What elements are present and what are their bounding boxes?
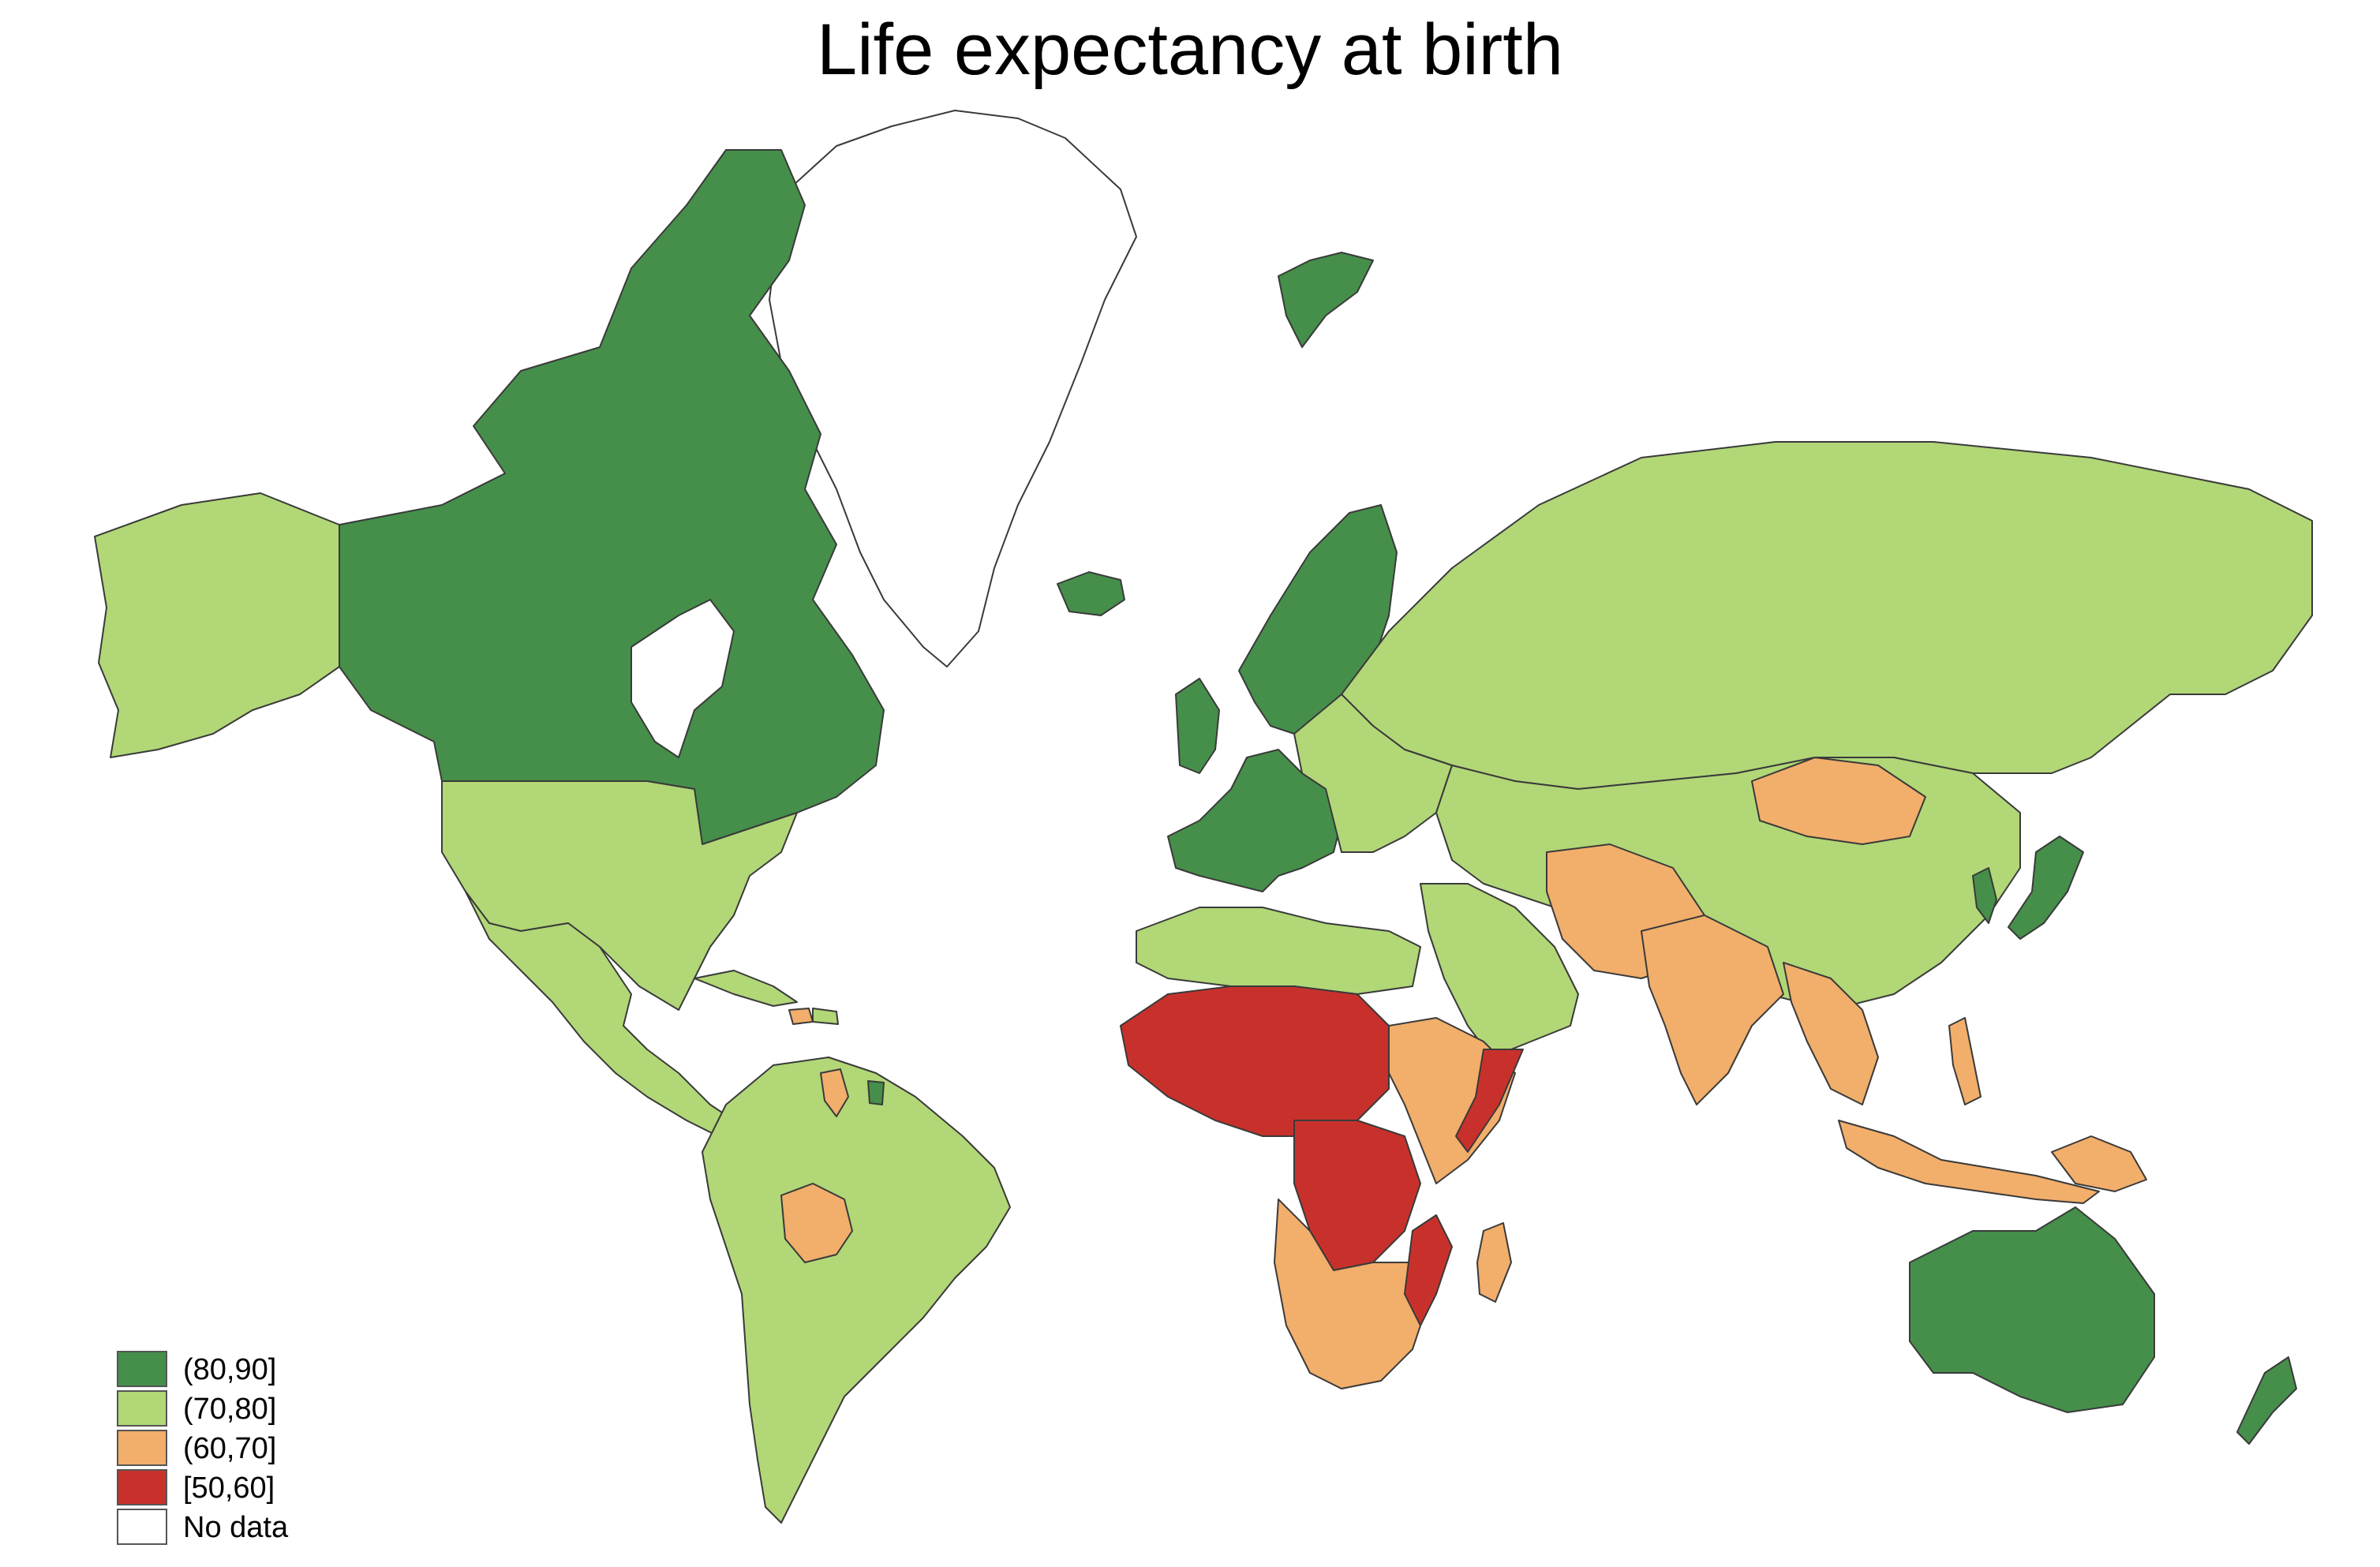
- region-uk: [1175, 678, 1220, 774]
- legend-swatch: [117, 1430, 167, 1466]
- legend-swatch: [117, 1469, 167, 1505]
- region-cuba: [694, 970, 798, 1007]
- region-bolivia: [780, 1183, 853, 1263]
- region-australia: [1909, 1206, 2155, 1413]
- region-somalia: [1455, 1049, 1524, 1153]
- region-south-america: [702, 1057, 1011, 1524]
- region-philippines: [1948, 1017, 1981, 1105]
- region-japan: [2008, 836, 2084, 940]
- legend-swatch: [117, 1390, 167, 1427]
- region-mongolia: [1751, 757, 1926, 845]
- region-indonesia: [1838, 1120, 2100, 1204]
- legend-label: No data: [183, 1511, 289, 1544]
- region-hudson-bay: [631, 599, 735, 758]
- region-new-zealand: [2236, 1356, 2297, 1445]
- region-north-africa: [1136, 907, 1421, 995]
- legend-label: (70,80]: [183, 1393, 277, 1426]
- region-alaska: [94, 492, 340, 758]
- region-svalbard: [1278, 252, 1374, 348]
- legend-swatch: [117, 1351, 167, 1387]
- region-guyana: [820, 1068, 849, 1117]
- region-russia: [1341, 441, 2313, 790]
- region-papua: [2051, 1135, 2147, 1192]
- region-west-africa: [1120, 985, 1390, 1137]
- legend-label: (60,70]: [183, 1432, 277, 1465]
- region-iceland: [1057, 571, 1125, 616]
- region-haiti: [788, 1008, 814, 1025]
- region-southern-africa: [1274, 1199, 1429, 1389]
- legend-swatch: [117, 1509, 167, 1545]
- legend-label: (80,90]: [183, 1353, 277, 1386]
- region-mozambique: [1404, 1214, 1453, 1326]
- region-korea: [1972, 867, 1997, 924]
- legend-label: [50,60]: [183, 1472, 275, 1505]
- region-french-guiana: [867, 1080, 885, 1105]
- region-madagascar: [1476, 1222, 1512, 1303]
- region-central-africa: [1293, 1120, 1421, 1271]
- region-dominican-republic: [812, 1008, 839, 1025]
- region-eastern-europe: [1293, 694, 1453, 853]
- region-middle-east: [1420, 883, 1579, 1058]
- region-southeast-asia: [1783, 962, 1879, 1105]
- map-title: Life expectancy at birth: [816, 9, 1564, 90]
- region-india: [1641, 914, 1784, 1105]
